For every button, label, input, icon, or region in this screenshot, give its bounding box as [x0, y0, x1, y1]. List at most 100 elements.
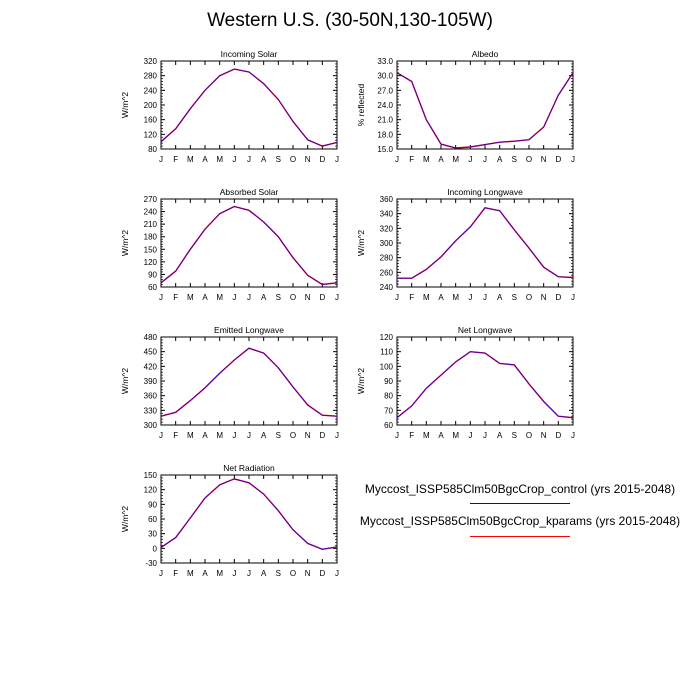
x-tick-label: D [555, 431, 561, 440]
x-tick-label: J [335, 293, 339, 302]
y-tick-label: 150 [144, 245, 158, 254]
x-tick-label: F [409, 155, 414, 164]
y-tick-label: 80 [148, 145, 157, 154]
x-tick-label: J [159, 431, 163, 440]
x-tick-label: J [247, 155, 251, 164]
y-tick-label: 280 [144, 72, 158, 81]
x-tick-label: J [335, 155, 339, 164]
y-tick-label: 240 [144, 208, 158, 217]
x-tick-label: O [290, 293, 296, 302]
y-tick-label: 330 [144, 406, 158, 415]
plot-frame [160, 474, 338, 564]
x-tick-label: S [512, 155, 517, 164]
y-tick-label: 160 [144, 116, 158, 125]
x-tick-label: M [452, 293, 459, 302]
series-line-control [160, 205, 338, 286]
x-tick-label: F [173, 431, 178, 440]
x-tick-label: M [452, 431, 459, 440]
series-line-control [397, 207, 574, 279]
y-tick-label: 15.0 [377, 145, 393, 154]
x-tick-label: N [305, 293, 311, 302]
page-title: Western U.S. (30-50N,130-105W) [207, 10, 493, 31]
panel-emitted-longwave: Emitted Longwave W/m^2 300 330 360 390 420 450 4… [120, 325, 339, 440]
x-tick-label: J [247, 569, 251, 578]
x-tick-label: F [173, 155, 178, 164]
y-tick-label: 70 [384, 406, 393, 415]
x-tick-label: D [555, 155, 561, 164]
y-tick-label: 360 [144, 392, 158, 401]
chart-title: Net Longwave [458, 325, 513, 335]
x-tick-label: S [276, 569, 281, 578]
chart-title: Albedo [472, 49, 499, 59]
plot-frame [160, 198, 338, 288]
x-tick-label: A [202, 569, 208, 578]
y-tick-label: 320 [380, 224, 394, 233]
x-tick-label: D [319, 293, 325, 302]
y-axis-label: W/m^2 [120, 92, 130, 118]
y-tick-label: 80 [384, 392, 393, 401]
x-tick-label: M [216, 293, 223, 302]
x-tick-label: S [276, 155, 281, 164]
y-tick-label: 24.0 [377, 101, 393, 110]
y-tick-label: 0 [153, 544, 158, 553]
y-tick-label: 60 [384, 421, 393, 430]
y-tick-label: 90 [148, 500, 157, 509]
chart-title: Incoming Longwave [447, 187, 523, 197]
y-tick-label: 360 [380, 195, 394, 204]
x-tick-label: O [526, 155, 532, 164]
x-tick-label: O [290, 431, 296, 440]
x-tick-label: J [335, 431, 339, 440]
series-line-control [160, 68, 338, 147]
x-tick-label: J [247, 293, 251, 302]
x-tick-label: J [468, 155, 472, 164]
plot-frame [396, 60, 574, 150]
x-tick-label: J [335, 569, 339, 578]
y-tick-label: 21.0 [377, 116, 393, 125]
x-tick-label: F [173, 293, 178, 302]
y-tick-label: 280 [380, 254, 394, 263]
y-tick-label: 30 [148, 530, 157, 539]
x-tick-label: J [395, 293, 399, 302]
x-tick-label: M [423, 431, 430, 440]
legend-swatch [470, 536, 570, 537]
y-tick-label: 480 [144, 333, 158, 342]
x-tick-label: S [276, 431, 281, 440]
x-tick-label: J [395, 431, 399, 440]
y-tick-label: 110 [380, 348, 393, 357]
x-tick-label: M [187, 569, 194, 578]
x-tick-label: D [319, 155, 325, 164]
x-tick-label: D [319, 431, 325, 440]
y-tick-label: 60 [148, 515, 157, 524]
legend-label: Myccost_ISSP585Clm50BgcCrop_kparams (yrs… [359, 514, 681, 528]
series-line-kparams [160, 478, 338, 551]
x-tick-label: J [483, 431, 487, 440]
y-tick-label: 100 [380, 362, 394, 371]
x-tick-label: A [497, 431, 503, 440]
chart-title: Net Radiation [223, 463, 275, 473]
chart-title: Absorbed Solar [220, 187, 279, 197]
x-tick-label: F [409, 431, 414, 440]
y-tick-label: 240 [144, 86, 158, 95]
x-tick-label: N [541, 431, 547, 440]
x-tick-label: J [159, 155, 163, 164]
x-tick-label: J [468, 293, 472, 302]
y-tick-label: 120 [144, 486, 158, 495]
x-tick-label: D [555, 293, 561, 302]
y-tick-label: 270 [144, 195, 158, 204]
series-line-kparams [160, 68, 338, 147]
x-tick-label: J [483, 293, 487, 302]
plot-frame [396, 198, 574, 288]
x-tick-label: N [305, 155, 311, 164]
x-tick-label: M [452, 155, 459, 164]
x-tick-label: J [571, 293, 575, 302]
x-tick-label: N [305, 431, 311, 440]
y-tick-label: 210 [144, 220, 158, 229]
x-tick-label: J [159, 293, 163, 302]
panel-incoming-solar: Incoming Solar W/m^2 80 120 160 200 240 280 320 J… [120, 49, 339, 164]
x-tick-label: O [290, 155, 296, 164]
x-tick-label: J [232, 431, 236, 440]
x-tick-label: J [571, 431, 575, 440]
x-tick-label: O [526, 293, 532, 302]
x-tick-label: M [187, 431, 194, 440]
